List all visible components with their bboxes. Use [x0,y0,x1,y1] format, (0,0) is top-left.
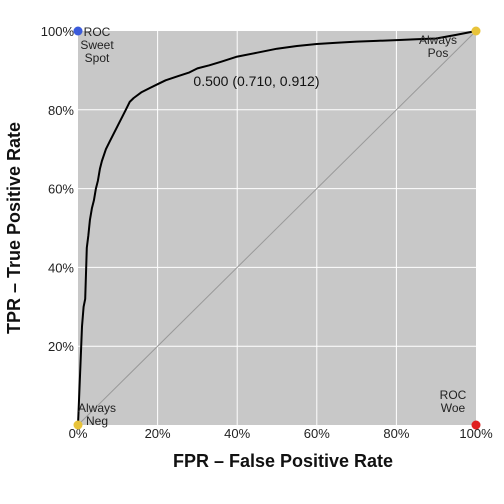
corner-label: ROC [84,25,111,39]
diagonal-reference-line [77,30,477,426]
x-tick-label: 20% [145,426,171,441]
corner-point-marker [471,420,481,430]
roc-curve-line [77,30,477,426]
tick-labels: 0% 20% 40% 60% 80% 100% 20% 40% 60% 80% 100% [41,24,493,441]
y-tick-label: 40% [48,260,74,275]
corner-label: Sweet [80,38,114,52]
corner-label: Always [419,33,457,47]
y-tick-label: 20% [48,339,74,354]
x-tick-label: 60% [304,426,330,441]
y-tick-label: 100% [41,24,75,39]
x-tick-label: 80% [383,426,409,441]
corner-label: ROC [440,388,467,402]
corner-label: Woe [441,401,466,415]
y-tick-label: 80% [48,103,74,118]
corner-point-marker [73,26,83,36]
x-axis-title: FPR – False Positive Rate [173,451,393,471]
x-tick-label: 100% [459,426,493,441]
corner-point-marker [471,26,481,36]
y-tick-label: 60% [48,182,74,197]
threshold-annotation: 0.500 (0.710, 0.912) [193,73,319,89]
corner-label: Pos [428,46,449,60]
y-axis-title: TPR – True Positive Rate [4,122,24,334]
corner-label: Spot [85,51,110,65]
corner-point-marker [73,420,83,430]
corner-label: Neg [86,414,108,428]
series-group [77,30,477,426]
x-tick-label: 0% [69,426,88,441]
annotations: 0.500 (0.710, 0.912) [193,73,319,89]
gridlines [78,31,476,425]
corner-label: Always [78,401,116,415]
x-tick-label: 40% [224,426,250,441]
